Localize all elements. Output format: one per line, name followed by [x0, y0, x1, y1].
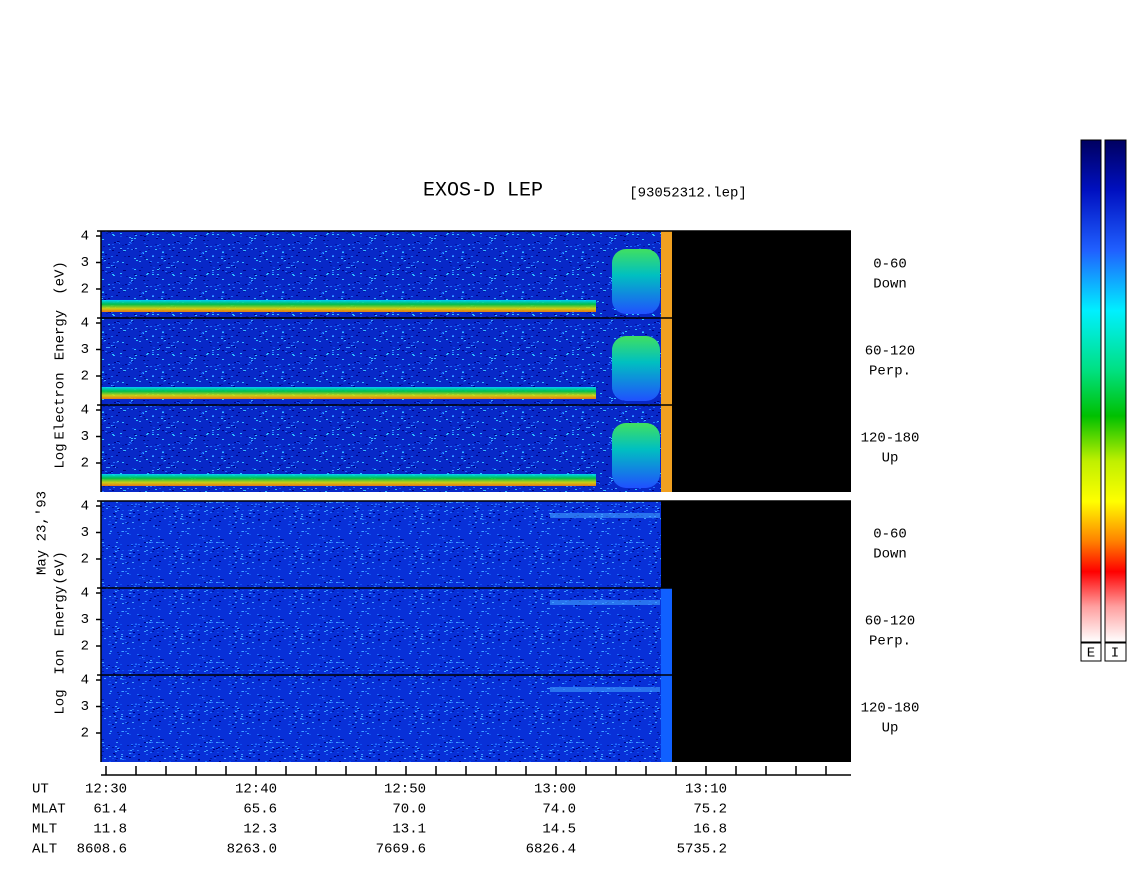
- spectrogram-edge: [661, 675, 672, 762]
- pitch-label: 120-180: [861, 701, 920, 717]
- spectrogram-edge: [661, 501, 672, 588]
- y-tick-label: 3: [81, 612, 89, 628]
- orbit-value: 74.0: [542, 802, 576, 818]
- y-tick-label: 4: [81, 316, 89, 332]
- y-tick-label: 3: [81, 255, 89, 271]
- file-name: [93052312.lep]: [629, 186, 747, 202]
- orbit-value: 70.0: [392, 802, 426, 818]
- spectrogram-band: [101, 300, 596, 312]
- y-tick-label: 3: [81, 525, 89, 541]
- spectrogram-hot: [612, 249, 660, 314]
- orbit-value: 12:30: [85, 782, 127, 798]
- orbit-row-label: ALT: [32, 842, 57, 858]
- spectrogram-edge: [661, 231, 672, 318]
- spectrogram-edge: [661, 318, 672, 405]
- spectrogram-band: [550, 513, 660, 518]
- y-axis-label: Energy: [53, 310, 69, 360]
- spectrogram-band: [550, 600, 660, 605]
- y-tick-label: 2: [81, 369, 89, 385]
- spectrogram-hot: [612, 423, 660, 488]
- orbit-value: 13.1: [392, 822, 426, 838]
- direction-label: Up: [882, 451, 899, 467]
- pitch-label: 120-180: [861, 431, 920, 447]
- y-axis-label: Ion: [53, 649, 69, 674]
- spectrogram-hot: [612, 336, 660, 401]
- orbit-value: 12.3: [243, 822, 277, 838]
- y-axis-label: Energy: [53, 586, 69, 636]
- orbit-row-label: UT: [32, 782, 49, 798]
- orbit-value: 16.8: [693, 822, 727, 838]
- colorbar-label-box: [1080, 642, 1102, 662]
- y-axis-label: Electron: [53, 372, 69, 439]
- spectrogram-edge: [661, 588, 672, 675]
- pitch-label: 0-60: [873, 257, 907, 273]
- colorbar-label: I: [1111, 646, 1119, 662]
- y-tick-label: 4: [81, 673, 89, 689]
- orbit-value: 6826.4: [526, 842, 576, 858]
- y-tick-label: 2: [81, 726, 89, 742]
- spectrogram-band: [101, 387, 596, 399]
- y-axis-label: (eV): [53, 261, 69, 295]
- y-tick-label: 2: [81, 639, 89, 655]
- spectrogram-band: [550, 687, 660, 692]
- orbit-value: 75.2: [693, 802, 727, 818]
- direction-label: Perp.: [869, 364, 911, 380]
- orbit-value: 14.5: [542, 822, 576, 838]
- y-tick-label: 2: [81, 456, 89, 472]
- orbit-value: 61.4: [93, 802, 127, 818]
- direction-label: Perp.: [869, 634, 911, 650]
- orbit-value: 65.6: [243, 802, 277, 818]
- y-tick-label: 3: [81, 699, 89, 715]
- y-tick-label: 4: [81, 403, 89, 419]
- y-axis-label: (eV): [53, 551, 69, 585]
- colorbar-label: E: [1087, 646, 1095, 662]
- orbit-row-label: MLAT: [32, 802, 66, 818]
- pitch-label: 0-60: [873, 527, 907, 543]
- y-tick-label: 2: [81, 552, 89, 568]
- orbit-value: 5735.2: [677, 842, 727, 858]
- y-axis-label: Log: [53, 443, 69, 468]
- pitch-label: 60-120: [865, 344, 915, 360]
- orbit-value: 13:00: [534, 782, 576, 798]
- orbit-value: 7669.6: [376, 842, 426, 858]
- orbit-row-label: MLT: [32, 822, 57, 838]
- spectrogram-edge: [661, 405, 672, 492]
- orbit-value: 13:10: [685, 782, 727, 798]
- y-axis-label: Log: [53, 689, 69, 714]
- y-tick-label: 2: [81, 282, 89, 298]
- pitch-label: 60-120: [865, 614, 915, 630]
- y-tick-label: 4: [81, 229, 89, 245]
- date-label: May 23,'93: [35, 491, 51, 575]
- spectrogram-band: [101, 474, 596, 486]
- orbit-value: 12:50: [384, 782, 426, 798]
- y-tick-label: 4: [81, 499, 89, 515]
- y-tick-label: 3: [81, 429, 89, 445]
- colorbar-label-box: [1104, 642, 1127, 662]
- y-tick-label: 4: [81, 586, 89, 602]
- colorbar: [1104, 139, 1127, 643]
- orbit-value: 8608.6: [77, 842, 127, 858]
- orbit-value: 8263.0: [227, 842, 277, 858]
- orbit-value: 12:40: [235, 782, 277, 798]
- direction-label: Down: [873, 277, 907, 293]
- title: EXOS-D LEP: [423, 179, 543, 202]
- direction-label: Down: [873, 547, 907, 563]
- direction-label: Up: [882, 721, 899, 737]
- y-tick-label: 3: [81, 342, 89, 358]
- orbit-value: 11.8: [93, 822, 127, 838]
- colorbar: [1080, 139, 1102, 643]
